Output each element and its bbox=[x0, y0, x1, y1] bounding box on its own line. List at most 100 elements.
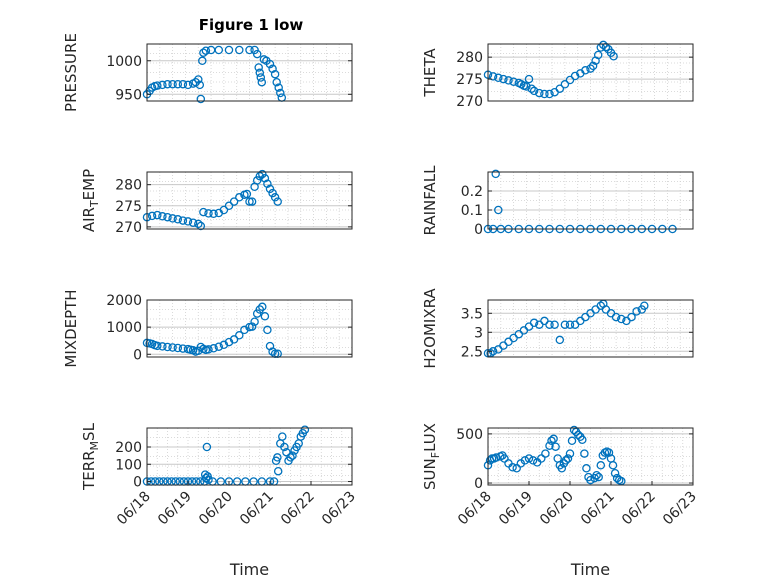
axes-box bbox=[487, 427, 694, 486]
data-point bbox=[586, 64, 595, 73]
data-point bbox=[188, 218, 198, 227]
x-tick-label: 06/20 bbox=[537, 489, 577, 529]
data-point bbox=[204, 345, 213, 354]
data-point bbox=[529, 86, 539, 96]
data-point bbox=[258, 302, 267, 312]
data-point bbox=[268, 188, 277, 198]
data-point bbox=[158, 212, 167, 221]
data-point bbox=[229, 197, 239, 206]
data-point bbox=[540, 89, 549, 99]
y-tick-label: 1000 bbox=[106, 54, 142, 70]
subplot-h2omixra: 2.5 3 3.5 H2OMIXRA bbox=[421, 288, 694, 369]
data-series bbox=[483, 40, 618, 99]
data-point bbox=[263, 179, 272, 189]
data-point bbox=[604, 448, 614, 457]
data-point bbox=[560, 320, 570, 329]
data-point bbox=[163, 342, 172, 352]
data-point bbox=[557, 464, 567, 473]
data-point bbox=[280, 442, 289, 452]
y-tick-label: 1000 bbox=[106, 320, 142, 336]
data-point bbox=[194, 219, 203, 229]
x-tick-label: 06/23 bbox=[319, 489, 359, 529]
data-point bbox=[524, 454, 534, 463]
data-point bbox=[499, 74, 508, 84]
data-point bbox=[263, 325, 272, 335]
data-point bbox=[270, 69, 280, 79]
data-point bbox=[242, 189, 252, 199]
data-point bbox=[201, 46, 211, 55]
data-point bbox=[494, 205, 503, 215]
data-point bbox=[273, 453, 282, 462]
data-point bbox=[491, 169, 500, 179]
data-point bbox=[252, 176, 262, 185]
data-point bbox=[153, 210, 162, 220]
data-point bbox=[560, 80, 570, 89]
data-point bbox=[617, 314, 626, 324]
data-point bbox=[608, 461, 618, 470]
data-point bbox=[214, 342, 224, 351]
y-tick-label: 0.2 bbox=[461, 184, 483, 200]
data-point bbox=[255, 305, 265, 314]
data-point bbox=[599, 40, 608, 50]
figure-title: Figure 1 low bbox=[199, 16, 304, 34]
data-point bbox=[203, 472, 212, 481]
data-point bbox=[209, 344, 218, 353]
data-point bbox=[520, 456, 530, 465]
axes-box bbox=[146, 427, 353, 486]
y-tick-label: 0.1 bbox=[461, 203, 483, 219]
data-point bbox=[195, 80, 205, 90]
data-point bbox=[158, 342, 167, 351]
y-axis-label: PRESSURE bbox=[62, 33, 80, 112]
data-point bbox=[627, 312, 636, 322]
data-point bbox=[270, 193, 280, 202]
data-point bbox=[196, 221, 206, 231]
y-axis-label: SUNFLUX bbox=[421, 423, 442, 490]
y-tick-label: 0 bbox=[474, 222, 483, 238]
axes-box bbox=[146, 299, 353, 358]
data-series bbox=[483, 425, 626, 486]
data-point bbox=[163, 212, 172, 222]
data-point bbox=[183, 80, 193, 90]
data-point bbox=[173, 215, 183, 224]
y-tick-label: 950 bbox=[115, 87, 142, 103]
y-tick-label: 2000 bbox=[106, 293, 142, 309]
axes-box bbox=[146, 43, 353, 102]
data-point bbox=[565, 320, 575, 329]
y-axis-label: H2OMIXRA bbox=[421, 288, 439, 369]
data-point bbox=[250, 317, 259, 326]
data-point bbox=[494, 73, 503, 83]
data-point bbox=[508, 463, 517, 472]
data-point bbox=[545, 320, 554, 329]
data-point bbox=[573, 430, 583, 440]
axes-box bbox=[487, 299, 694, 358]
data-point bbox=[255, 171, 265, 181]
subplot-pressure: 950 1000 PRESSURE bbox=[62, 33, 353, 112]
y-tick-label: 0 bbox=[133, 475, 142, 491]
data-point bbox=[199, 207, 208, 217]
y-tick-label: 0 bbox=[133, 347, 142, 363]
data-point bbox=[158, 80, 167, 90]
data-point bbox=[611, 312, 621, 322]
subplot-sunflux: 0 500 06/18 06/19 06/20 06/21 06/22 06/23 SUNFLU… bbox=[421, 423, 700, 579]
data-point bbox=[567, 436, 577, 446]
data-point bbox=[204, 475, 213, 485]
y-tick-label: 280 bbox=[456, 50, 483, 66]
data-point bbox=[640, 301, 649, 310]
data-point bbox=[561, 456, 571, 465]
subplot-rainfall: 0 0.1 0.2 RAINFALL bbox=[421, 165, 694, 238]
data-point bbox=[555, 84, 565, 93]
data-point bbox=[545, 89, 554, 99]
data-point bbox=[300, 425, 310, 434]
data-point bbox=[257, 77, 267, 87]
x-tick-label: 06/19 bbox=[496, 489, 536, 529]
data-point bbox=[194, 75, 203, 84]
data-point bbox=[550, 320, 559, 329]
data-point bbox=[509, 77, 518, 86]
data-point bbox=[229, 335, 239, 344]
data-point bbox=[578, 435, 587, 445]
data-point bbox=[274, 83, 283, 92]
data-point bbox=[522, 82, 531, 91]
data-point bbox=[588, 61, 598, 71]
data-point bbox=[147, 211, 157, 221]
data-point bbox=[173, 79, 183, 89]
